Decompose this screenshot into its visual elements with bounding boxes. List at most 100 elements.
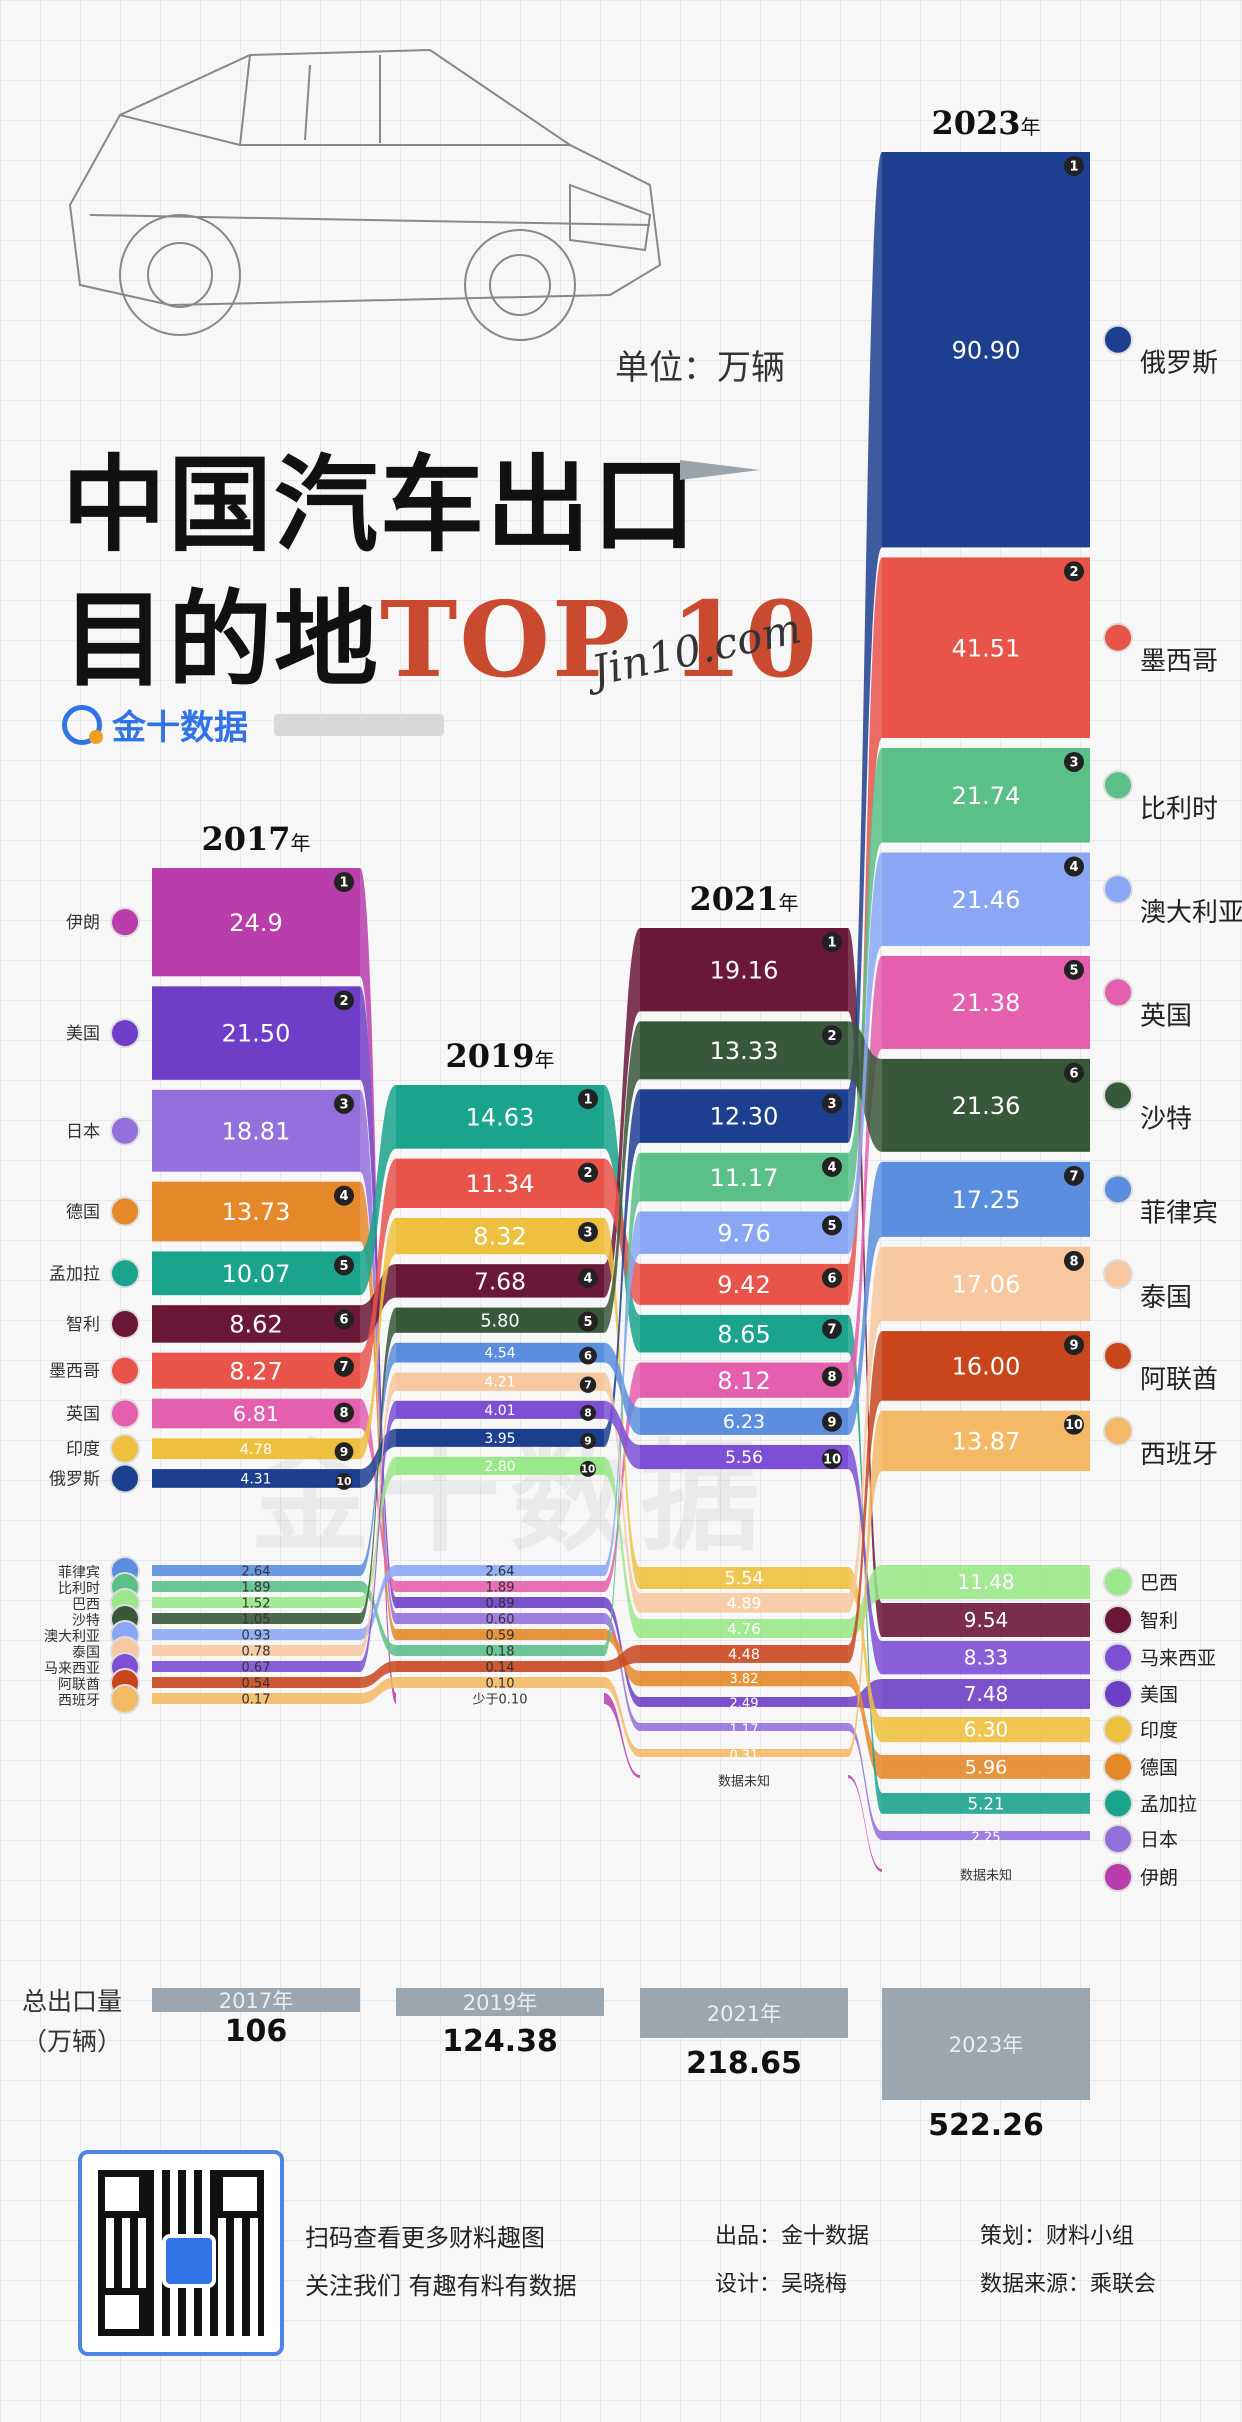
- country-label-2023-比利时: 比利时: [1140, 794, 1218, 824]
- minor-bar-2023-美国: [882, 1679, 1090, 1709]
- minor-label-2021-泰国: 4.89: [727, 1593, 762, 1612]
- minor-label-2023-美国: 7.48: [964, 1682, 1009, 1706]
- title-accent: TOP 10: [380, 578, 820, 701]
- rank-number-2021-1: 1: [827, 936, 836, 951]
- qr-code[interactable]: [78, 2150, 284, 2356]
- data-label-2023-比利时: 21.74: [952, 782, 1021, 810]
- rank-badge-2021-5: [822, 1215, 842, 1236]
- rank-number-2017-10: 10: [336, 1475, 352, 1488]
- flow-伊朗-2019: [604, 1693, 640, 1778]
- minor-bar-2021-巴西: [640, 1619, 848, 1639]
- data-label-2021-智利: 19.16: [710, 956, 779, 984]
- data-label-2017-印度: 4.78: [240, 1441, 272, 1458]
- rank-badge-2019-1: [578, 1089, 598, 1109]
- country-label-2017-伊朗: 伊朗: [66, 913, 100, 933]
- flag-icon-2017-智利: [110, 1308, 140, 1339]
- data-label-2021-墨西哥: 9.42: [717, 1271, 770, 1299]
- bar-2017-日本: [152, 1089, 360, 1172]
- minor-label-2017-阿联酋: 0.54: [242, 1677, 271, 1692]
- data-label-2023-西班牙: 13.87: [952, 1427, 1021, 1455]
- country-label-2017-菲律宾: 菲律宾: [58, 1565, 100, 1581]
- rank-number-2021-10: 10: [823, 1452, 841, 1467]
- minor-bar-2019-英国: [396, 1581, 604, 1592]
- rank-badge-2021-3: [822, 1093, 842, 1114]
- rank-number-2023-9: 9: [1069, 1339, 1078, 1354]
- flow-日本-2017: [360, 1089, 396, 1624]
- rank-number-2017-7: 7: [339, 1360, 348, 1375]
- minor-label-2023-伊朗: 数据未知: [960, 1868, 1012, 1884]
- flag-icon-2023-比利时: [1103, 770, 1133, 801]
- minor-label-2017-澳大利亚: 0.93: [242, 1629, 271, 1644]
- flow-西班牙-2019: [604, 1677, 640, 1757]
- country-label-2017-墨西哥: 墨西哥: [49, 1362, 100, 1382]
- car-wireframe-illustration: [68, 48, 662, 341]
- minor-label-2017-巴西: 1.52: [242, 1597, 271, 1612]
- bar-2019-印度: [396, 1217, 604, 1255]
- rank-number-2021-7: 7: [827, 1322, 836, 1337]
- flow-英国-2017: [360, 1398, 396, 1592]
- data-label-2019-印度: 8.32: [473, 1223, 526, 1251]
- flow-澳大利亚-2021: [848, 852, 882, 1254]
- minor-label-2019-澳大利亚: 2.64: [486, 1565, 515, 1580]
- minor-label-2017-泰国: 0.78: [242, 1645, 271, 1660]
- flow-马来西亚-2017: [360, 1400, 396, 1672]
- rank-number-2019-3: 3: [583, 1225, 592, 1240]
- year-suffix: 年: [1021, 115, 1041, 139]
- data-label-2019-马来西亚: 4.01: [484, 1403, 515, 1419]
- credit-planner: 策划：财料小组: [980, 2224, 1135, 2249]
- rank-badge-2021-2: [822, 1025, 842, 1046]
- rank-badge-2021-9: [822, 1411, 842, 1432]
- flow-印度-2021: [848, 1567, 882, 1743]
- flow-泰国-2019: [604, 1372, 640, 1613]
- rank-badge-2017-4: [334, 1185, 354, 1206]
- country-label-2023-伊朗: 伊朗: [1140, 1867, 1178, 1889]
- flow-马来西亚-2021: [848, 1444, 882, 1675]
- bar-2019-菲律宾: [396, 1342, 604, 1363]
- bar-2019-巴西: [396, 1456, 604, 1475]
- flow-日本-2019: [604, 1613, 640, 1731]
- rank-number-2023-3: 3: [1069, 755, 1078, 770]
- country-label-2023-智利: 智利: [1140, 1610, 1178, 1632]
- total-value-2019: 124.38: [442, 2024, 558, 2059]
- flow-俄罗斯-2021: [848, 152, 882, 1143]
- country-label-2017-马来西亚: 马来西亚: [44, 1661, 100, 1677]
- rank-number-2017-9: 9: [340, 1445, 349, 1459]
- bar-2019-马来西亚: [396, 1400, 604, 1419]
- rank-number-2017-2: 2: [339, 994, 348, 1009]
- minor-bar-2017-阿联酋: [152, 1677, 360, 1688]
- rank-number-2019-9: 9: [584, 1435, 591, 1447]
- country-label-2017-澳大利亚: 澳大利亚: [44, 1629, 100, 1645]
- minor-label-2017-比利时: 1.89: [242, 1581, 271, 1596]
- rank-badge-2019-5: [578, 1311, 598, 1332]
- country-label-2023-墨西哥: 墨西哥: [1140, 647, 1218, 677]
- rank-badge-2023-3: [1064, 751, 1084, 772]
- flag-icon-2023-俄罗斯: [1103, 324, 1133, 355]
- bar-2021-菲律宾: [640, 1407, 848, 1435]
- rank-badge-2021-7: [822, 1318, 842, 1339]
- data-label-2019-沙特: 5.80: [480, 1312, 519, 1332]
- flow-德国-2017: [360, 1181, 396, 1640]
- minor-label-2021-西班牙: 0.31: [730, 1749, 759, 1764]
- flag-icon-2023-巴西: [1103, 1567, 1133, 1597]
- data-label-2023-沙特: 21.36: [952, 1092, 1021, 1120]
- total-value-2017: 106: [224, 2014, 288, 2049]
- rank-number-2017-1: 1: [339, 876, 348, 891]
- flag-icon-2023-马来西亚: [1103, 1642, 1133, 1673]
- country-label-2017-孟加拉: 孟加拉: [49, 1264, 100, 1284]
- minor-bar-2017-澳大利亚: [152, 1629, 360, 1640]
- rank-badge-2021-6: [822, 1267, 842, 1288]
- bar-2019-泰国: [396, 1372, 604, 1391]
- rank-badge-2019-7: [579, 1376, 597, 1393]
- bar-2021-澳大利亚: [640, 1211, 848, 1254]
- rank-number-2019-5: 5: [583, 1315, 592, 1330]
- flag-icon-2017-俄罗斯: [110, 1463, 140, 1494]
- bar-2017-美国: [152, 986, 360, 1080]
- bar-2021-马来西亚: [640, 1444, 848, 1470]
- bar-2019-俄罗斯: [396, 1428, 604, 1447]
- minor-bar-2021-西班牙: [640, 1749, 848, 1757]
- minor-label-2021-德国: 3.82: [730, 1672, 759, 1687]
- data-label-2023-俄罗斯: 90.90: [952, 336, 1021, 364]
- rank-badge-2019-4: [578, 1268, 598, 1289]
- minor-bar-2017-巴西: [152, 1597, 360, 1608]
- minor-bar-2023-巴西: [882, 1565, 1090, 1599]
